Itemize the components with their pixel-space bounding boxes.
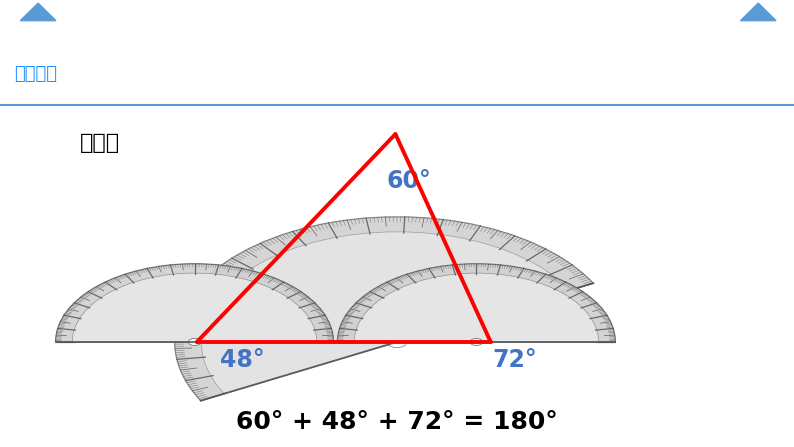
Text: 测量法: 测量法 bbox=[79, 133, 120, 153]
Wedge shape bbox=[337, 264, 615, 342]
Circle shape bbox=[470, 338, 483, 346]
Text: 48°: 48° bbox=[220, 348, 264, 372]
Polygon shape bbox=[21, 3, 56, 21]
Wedge shape bbox=[354, 273, 599, 342]
Circle shape bbox=[188, 338, 201, 346]
Text: 60°: 60° bbox=[387, 169, 431, 193]
Text: 60° + 48° + 72° = 180°: 60° + 48° + 72° = 180° bbox=[236, 410, 558, 434]
Wedge shape bbox=[56, 264, 333, 342]
Polygon shape bbox=[741, 3, 776, 21]
Text: 72°: 72° bbox=[492, 348, 537, 372]
Wedge shape bbox=[202, 232, 570, 394]
Circle shape bbox=[387, 336, 407, 348]
Text: 新知讲解: 新知讲解 bbox=[14, 65, 57, 83]
Wedge shape bbox=[72, 273, 317, 342]
Wedge shape bbox=[175, 217, 593, 401]
